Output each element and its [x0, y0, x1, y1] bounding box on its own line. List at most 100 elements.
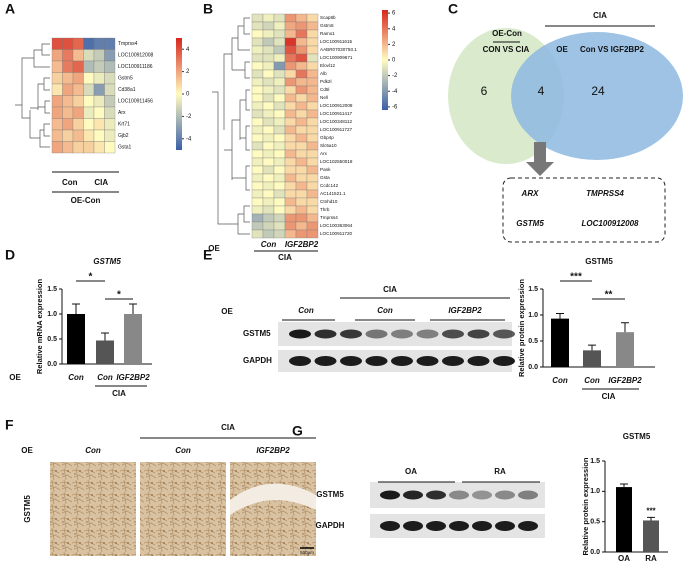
- heat-cell: [51, 118, 63, 131]
- heat-cell: [284, 45, 297, 55]
- label: CIA: [221, 423, 235, 432]
- heat-cell: [306, 149, 319, 159]
- heat-cell: [295, 125, 308, 135]
- heat-cell: [51, 37, 63, 50]
- heat-cell: [306, 221, 319, 231]
- label: CIA: [602, 392, 616, 401]
- label: GAPDH: [316, 521, 345, 530]
- heat-cell: [295, 29, 308, 39]
- heat-cell: [262, 221, 275, 231]
- heat-cell: [93, 95, 105, 108]
- heat-cell: [273, 109, 286, 119]
- error-bar: [72, 303, 80, 314]
- heat-cell: [251, 197, 264, 207]
- heat-cell: [273, 101, 286, 111]
- label: Gsta: [320, 175, 330, 180]
- heat-cell: [62, 141, 74, 154]
- heat-cell: [251, 53, 264, 63]
- heat-cell: [306, 77, 319, 87]
- label: LOC100909671: [320, 55, 353, 60]
- label: LOC100912008: [320, 103, 353, 108]
- heat-cell: [284, 205, 297, 215]
- heat-cell: [262, 205, 275, 215]
- heat-cell: [295, 197, 308, 207]
- bar: [583, 350, 601, 367]
- label: CIA: [383, 285, 397, 294]
- label: GSTM5: [516, 219, 544, 228]
- label: 1.5: [590, 458, 600, 465]
- band: [442, 356, 464, 366]
- label: Scap8b: [320, 15, 336, 20]
- heat-cell: [262, 229, 275, 239]
- label: ***: [646, 507, 656, 516]
- dendrogram-a: [15, 43, 50, 148]
- heat-cell: [295, 13, 308, 23]
- label: ***: [570, 272, 582, 283]
- label: -4: [186, 136, 192, 142]
- heat-cell: [273, 69, 286, 79]
- label: Nell: [320, 95, 328, 100]
- band: [472, 490, 492, 500]
- heat-cell: [262, 133, 275, 143]
- label: IGF2BP2: [256, 446, 290, 455]
- heat-cell: [93, 49, 105, 62]
- heat-cell: [262, 117, 275, 127]
- heat-cell: [251, 13, 264, 23]
- heat-cell: [273, 149, 286, 159]
- heat-cell: [306, 21, 319, 31]
- heat-cell: [262, 149, 275, 159]
- label: 0.0: [47, 361, 57, 368]
- label: 4: [186, 47, 190, 53]
- band: [518, 490, 538, 500]
- heat-cell: [284, 37, 297, 47]
- heat-cell: [284, 141, 297, 151]
- heat-cell: [104, 37, 116, 50]
- heat-cell: [306, 53, 319, 63]
- label: **: [605, 290, 613, 301]
- heat-cell: [273, 181, 286, 191]
- heat-cell: [273, 37, 286, 47]
- heat-cell: [72, 129, 84, 142]
- label: Con: [62, 178, 78, 187]
- heat-cell: [262, 13, 275, 23]
- label: B: [203, 1, 213, 17]
- heat-cell: [262, 45, 275, 55]
- label: Arx: [118, 110, 126, 116]
- heat-cell: [262, 109, 275, 119]
- label: Con: [68, 373, 84, 382]
- label: LOC100911417: [320, 111, 353, 116]
- error-bar: [101, 332, 109, 341]
- label: Ccdc142: [320, 183, 339, 188]
- heat-cell: [284, 53, 297, 63]
- heat-cell: [306, 13, 319, 23]
- label: LOC102550018: [320, 159, 353, 164]
- label: 2: [186, 69, 190, 75]
- label: Krt71: [118, 122, 130, 128]
- label: OE: [221, 307, 233, 316]
- heat-cell: [295, 165, 308, 175]
- heat-cell: [284, 173, 297, 183]
- heat-cell: [251, 77, 264, 87]
- heat-cell: [273, 117, 286, 127]
- heat-cell: [306, 37, 319, 47]
- heat-cell: [251, 21, 264, 31]
- bar: [616, 487, 632, 552]
- heat-cell: [306, 69, 319, 79]
- heat-cell: [262, 181, 275, 191]
- band: [391, 329, 413, 339]
- heat-cell: [306, 109, 319, 119]
- label: 6: [481, 84, 488, 98]
- heat-cell: [273, 173, 286, 183]
- heat-cell: [262, 101, 275, 111]
- label: Tmprss4: [320, 215, 338, 220]
- heat-cell: [93, 83, 105, 96]
- heat-cell: [251, 61, 264, 71]
- label: *: [117, 290, 121, 301]
- heat-cell: [251, 181, 264, 191]
- heat-cell: [51, 49, 63, 62]
- heat-cell: [104, 72, 116, 85]
- heat-cell: [251, 29, 264, 39]
- label: OA: [405, 467, 417, 476]
- band: [495, 521, 515, 531]
- heat-cell: [62, 49, 74, 62]
